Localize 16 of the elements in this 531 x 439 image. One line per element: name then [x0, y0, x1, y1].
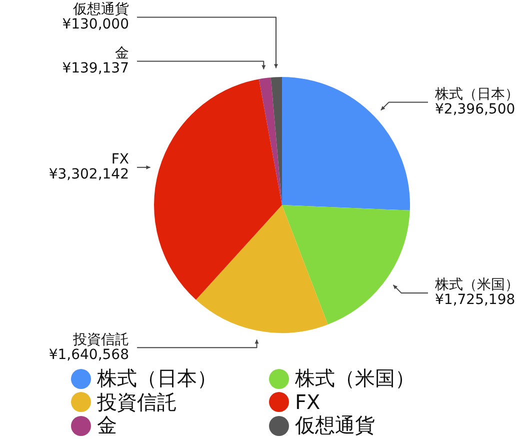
data-label: ¥3,302,142 — [48, 166, 129, 183]
slice-label: 株式（日本） — [434, 86, 519, 102]
data-label: ¥1,725,198 — [435, 292, 516, 308]
legend-label: 仮想通貨 — [295, 412, 375, 439]
slice-label: 仮想通貨 — [72, 1, 129, 18]
legend-label: 株式（米国） — [295, 365, 415, 392]
data-label: ¥130,000 — [62, 16, 129, 32]
data-label: ¥1,640,568 — [48, 346, 129, 363]
data-label: ¥2,396,500 — [435, 101, 516, 118]
slice-label: FX — [111, 152, 130, 168]
slice-label: 金 — [115, 45, 129, 62]
slice-label: 株式（米国） — [434, 277, 519, 294]
legend-label: FX — [295, 390, 320, 414]
data-label: ¥139,137 — [62, 60, 129, 76]
legend-label: 金 — [97, 412, 117, 439]
slice-label: 投資信託 — [72, 332, 129, 348]
